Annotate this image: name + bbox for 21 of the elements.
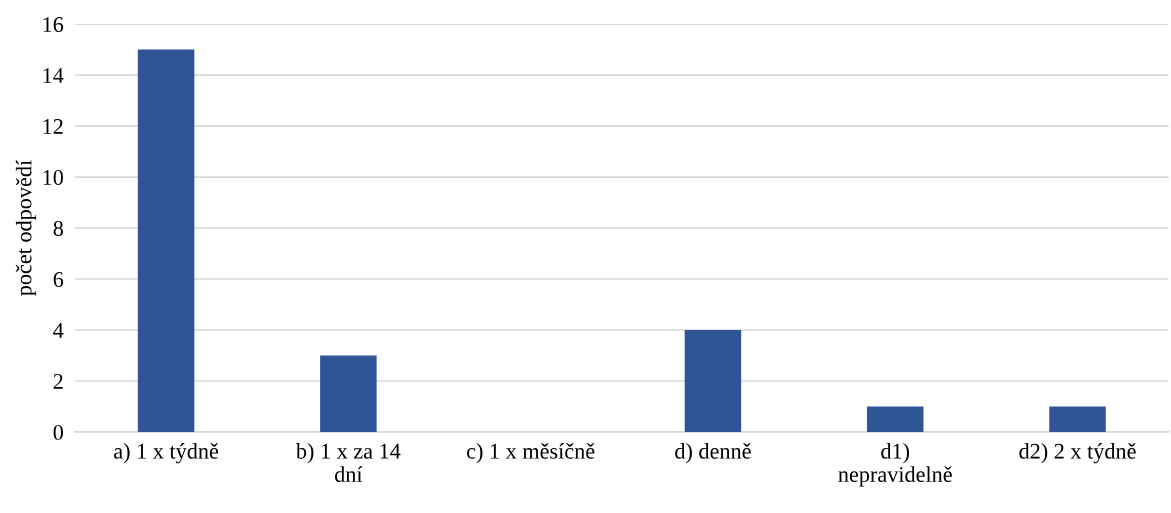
bar (866, 406, 924, 432)
y-tick-label: 8 (53, 220, 63, 236)
y-tick-label: 12 (43, 119, 63, 134)
y-tick-label: 14 (43, 68, 64, 83)
bar (137, 49, 195, 432)
bar (1049, 406, 1106, 432)
y-tick-label: 2 (53, 373, 63, 389)
x-tick-label: d) denně (675, 443, 751, 464)
x-tick-label: b) 1 x za 14 dní (295, 443, 401, 482)
y-tick-label: 0 (53, 424, 63, 440)
x-tick-label: c) 1 x měsíčně (467, 443, 595, 464)
y-axis-title: počet odpovědí (15, 160, 37, 296)
y-tick-label: 16 (43, 17, 64, 33)
x-tick-label: d1) nepravidelně (838, 443, 952, 487)
bar (684, 329, 742, 432)
y-tick-label: 10 (43, 169, 63, 185)
y-tick-label: 6 (53, 272, 64, 287)
x-tick-label: a) 1 x týdně (114, 443, 219, 464)
bar (320, 355, 377, 432)
y-tick-label: 4 (53, 323, 64, 338)
x-tick-label: d2) 2 x týdně (1019, 443, 1136, 464)
